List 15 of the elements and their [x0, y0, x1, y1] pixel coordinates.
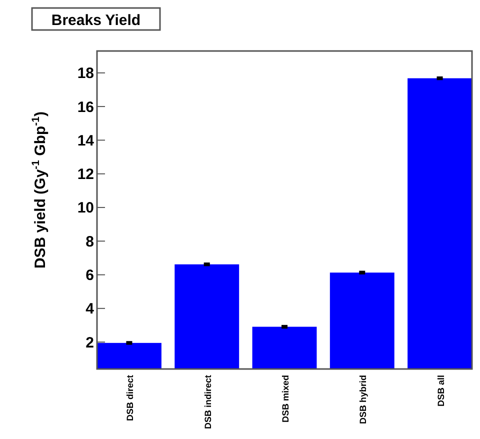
chart-title: Breaks Yield [51, 12, 141, 29]
x-tick-label: DSB all [436, 375, 446, 407]
x-tick-label: DSB direct [125, 375, 136, 422]
y-tick-label: 2 [86, 334, 94, 352]
y-tick-label: 14 [77, 132, 95, 150]
y-tick-label: 18 [77, 65, 94, 82]
y-tick-label: 8 [86, 233, 94, 250]
x-tick-label: DSB mixed [280, 375, 290, 423]
y-tick-label: 10 [77, 200, 94, 217]
y-tick-label: 4 [86, 300, 95, 318]
x-tick-label: DSB hybrid [358, 375, 368, 424]
y-tick-label: 12 [77, 166, 94, 184]
y-tick-label: 16 [77, 98, 94, 116]
x-tick-label: DSB indirect [202, 375, 213, 430]
y-tick-label: 6 [86, 267, 94, 284]
